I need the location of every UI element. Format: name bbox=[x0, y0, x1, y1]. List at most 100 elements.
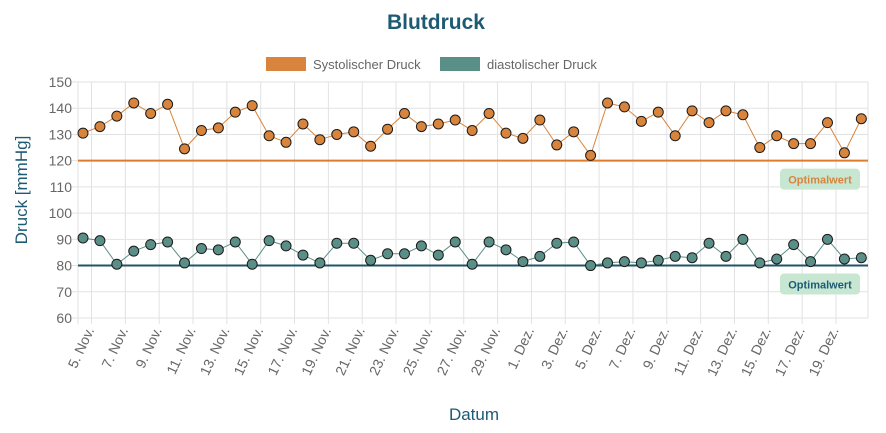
diastolic-point[interactable] bbox=[618, 256, 630, 268]
diastolic-point[interactable] bbox=[838, 253, 850, 265]
systolic-point[interactable] bbox=[602, 97, 614, 109]
diastolic-point[interactable] bbox=[162, 236, 174, 248]
systolic-point[interactable] bbox=[466, 125, 478, 137]
diastolic-point[interactable] bbox=[466, 258, 478, 270]
systolic-point[interactable] bbox=[246, 100, 258, 112]
systolic-point[interactable] bbox=[500, 127, 512, 139]
diastolic-point[interactable] bbox=[635, 257, 647, 269]
diastolic-point[interactable] bbox=[348, 237, 360, 249]
systolic-point[interactable] bbox=[517, 132, 529, 144]
systolic-point[interactable] bbox=[229, 106, 241, 118]
diastolic-point[interactable] bbox=[517, 256, 529, 268]
systolic-point[interactable] bbox=[618, 101, 630, 113]
systolic-point[interactable] bbox=[585, 149, 597, 161]
systolic-point[interactable] bbox=[365, 140, 377, 152]
diastolic-point[interactable] bbox=[382, 248, 394, 260]
systolic-point[interactable] bbox=[652, 106, 664, 118]
diastolic-point[interactable] bbox=[805, 256, 817, 268]
diastolic-point[interactable] bbox=[449, 236, 461, 248]
systolic-point[interactable] bbox=[669, 130, 681, 142]
diastolic-point[interactable] bbox=[365, 254, 377, 266]
diastolic-point[interactable] bbox=[500, 244, 512, 256]
systolic-point[interactable] bbox=[212, 122, 224, 134]
diastolic-point[interactable] bbox=[737, 233, 749, 245]
systolic-point[interactable] bbox=[348, 126, 360, 138]
systolic-point[interactable] bbox=[703, 117, 715, 129]
systolic-point[interactable] bbox=[77, 127, 89, 139]
systolic-point[interactable] bbox=[551, 139, 563, 151]
systolic-point[interactable] bbox=[635, 115, 647, 127]
diastolic-point[interactable] bbox=[77, 232, 89, 244]
systolic-point[interactable] bbox=[111, 110, 123, 122]
diastolic-point[interactable] bbox=[568, 236, 580, 248]
diastolic-point[interactable] bbox=[686, 252, 698, 264]
systolic-point[interactable] bbox=[754, 142, 766, 154]
diastolic-point[interactable] bbox=[855, 252, 867, 264]
systolic-point[interactable] bbox=[483, 107, 495, 119]
diastolic-point[interactable] bbox=[195, 243, 207, 255]
systolic-point[interactable] bbox=[568, 126, 580, 138]
diastolic-point[interactable] bbox=[94, 235, 106, 247]
systolic-point[interactable] bbox=[145, 107, 157, 119]
diastolic-point[interactable] bbox=[128, 245, 140, 257]
systolic-point[interactable] bbox=[94, 121, 106, 133]
diastolic-point[interactable] bbox=[229, 236, 241, 248]
systolic-point[interactable] bbox=[771, 130, 783, 142]
diastolic-point[interactable] bbox=[720, 250, 732, 262]
systolic-point[interactable] bbox=[534, 114, 546, 126]
systolic-point[interactable] bbox=[415, 121, 427, 133]
diastolic-point[interactable] bbox=[788, 239, 800, 251]
diastolic-point[interactable] bbox=[669, 250, 681, 262]
diastolic-point[interactable] bbox=[432, 249, 444, 261]
systolic-point[interactable] bbox=[720, 105, 732, 117]
systolic-point[interactable] bbox=[382, 123, 394, 135]
systolic-point[interactable] bbox=[737, 109, 749, 121]
diastolic-point[interactable] bbox=[771, 253, 783, 265]
diastolic-point[interactable] bbox=[652, 254, 664, 266]
diastolic-point[interactable] bbox=[551, 237, 563, 249]
systolic-point[interactable] bbox=[449, 114, 461, 126]
diastolic-point[interactable] bbox=[331, 237, 343, 249]
systolic-point[interactable] bbox=[855, 113, 867, 125]
systolic-point[interactable] bbox=[195, 125, 207, 137]
systolic-point[interactable] bbox=[821, 117, 833, 129]
diastolic-point[interactable] bbox=[280, 240, 292, 252]
systolic-point[interactable] bbox=[788, 138, 800, 150]
diastolic-point[interactable] bbox=[415, 240, 427, 252]
systolic-point[interactable] bbox=[179, 143, 191, 155]
diastolic-point[interactable] bbox=[111, 258, 123, 270]
systolic-point[interactable] bbox=[331, 128, 343, 140]
diastolic-point[interactable] bbox=[585, 260, 597, 272]
systolic-point[interactable] bbox=[838, 147, 850, 159]
systolic-point[interactable] bbox=[162, 98, 174, 110]
diastolic-point[interactable] bbox=[263, 235, 275, 247]
systolic-point[interactable] bbox=[686, 105, 698, 117]
diastolic-point[interactable] bbox=[314, 257, 326, 269]
diastolic-point[interactable] bbox=[297, 249, 309, 261]
legend-swatch-diastolic[interactable] bbox=[440, 57, 480, 71]
diastolic-point[interactable] bbox=[145, 239, 157, 251]
diastolic-point[interactable] bbox=[212, 244, 224, 256]
diastolic-point[interactable] bbox=[483, 236, 495, 248]
systolic-point[interactable] bbox=[128, 97, 140, 109]
diastolic-point[interactable] bbox=[821, 233, 833, 245]
data-points[interactable] bbox=[77, 97, 867, 272]
diastolic-point[interactable] bbox=[754, 257, 766, 269]
legend-label-systolic[interactable]: Systolischer Druck bbox=[313, 57, 421, 72]
diastolic-point[interactable] bbox=[398, 248, 410, 260]
systolic-point[interactable] bbox=[314, 134, 326, 146]
diastolic-point[interactable] bbox=[602, 257, 614, 269]
systolic-point[interactable] bbox=[263, 130, 275, 142]
legend-label-diastolic[interactable]: diastolischer Druck bbox=[487, 57, 597, 72]
diastolic-point[interactable] bbox=[246, 258, 258, 270]
systolic-point[interactable] bbox=[805, 138, 817, 150]
diastolic-point[interactable] bbox=[179, 257, 191, 269]
diastolic-point[interactable] bbox=[534, 250, 546, 262]
systolic-point[interactable] bbox=[280, 136, 292, 148]
systolic-point[interactable] bbox=[297, 118, 309, 130]
legend[interactable]: Systolischer Druck diastolischer Druck bbox=[266, 57, 597, 72]
legend-swatch-systolic[interactable] bbox=[266, 57, 306, 71]
diastolic-point[interactable] bbox=[703, 237, 715, 249]
systolic-point[interactable] bbox=[398, 107, 410, 119]
systolic-point[interactable] bbox=[432, 118, 444, 130]
